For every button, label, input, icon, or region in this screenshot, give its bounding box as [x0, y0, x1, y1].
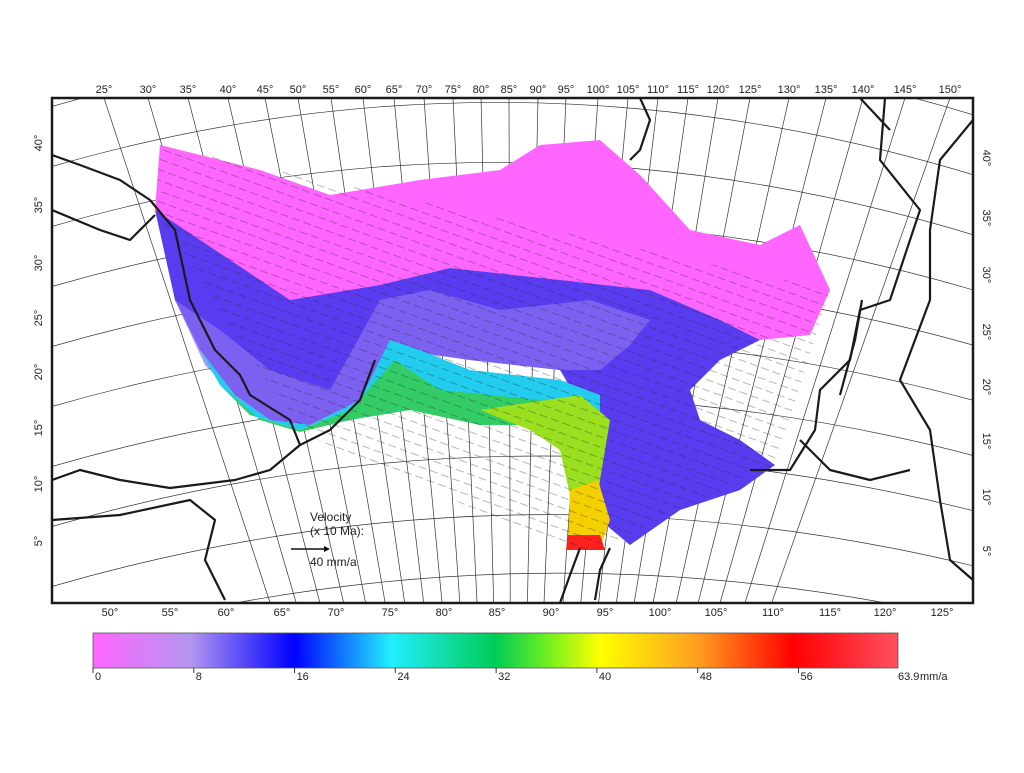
top-longitude-label: 120°: [707, 84, 730, 96]
bottom-longitude-label: 60°: [218, 607, 235, 619]
top-longitude-label: 40°: [220, 84, 237, 96]
colorbar-max-label: 63.9: [898, 671, 919, 683]
colorbar-tick-label: 48: [700, 671, 712, 683]
bottom-longitude-label: 90°: [543, 607, 560, 619]
bottom-longitude-label: 105°: [705, 607, 728, 619]
top-longitude-label: 65°: [386, 84, 403, 96]
top-longitude-label: 55°: [323, 84, 340, 96]
velocity-scale-label: 40 mm/a: [310, 555, 357, 569]
left-latitude-label: 25°: [33, 310, 45, 327]
right-latitude-label: 35°: [980, 210, 992, 227]
bottom-longitude-label: 85°: [489, 607, 506, 619]
top-longitude-label: 110°: [647, 84, 669, 96]
top-longitude-label: 70°: [416, 84, 433, 96]
colorbar: [92, 632, 899, 669]
colorbar-unit: mm/a: [920, 671, 948, 683]
left-latitude-label: 10°: [33, 476, 45, 493]
bottom-longitude-label: 125°: [931, 607, 954, 619]
left-latitude-label: 30°: [33, 255, 45, 272]
map-frame: [50, 96, 975, 605]
scale-arrow-head: [324, 546, 330, 552]
top-longitude-label: 80°: [473, 84, 490, 96]
top-longitude-label: 50°: [290, 84, 307, 96]
top-longitude-label: 75°: [445, 84, 462, 96]
top-longitude-label: 100°: [587, 84, 610, 96]
top-longitude-label: 90°: [530, 84, 547, 96]
bottom-longitude-label: 50°: [102, 607, 119, 619]
velocity-legend: Velocity (x 10 Ma): 40 mm/a: [291, 510, 364, 569]
bottom-longitude-label: 80°: [436, 607, 453, 619]
left-latitude-label: 35°: [33, 197, 45, 214]
top-longitude-label: 105°: [617, 84, 640, 96]
top-longitude-label: 60°: [355, 84, 372, 96]
top-longitude-label: 125°: [739, 84, 762, 96]
bottom-longitude-label: 100°: [649, 607, 672, 619]
labels: 25° 30° 35° 40° 45° 50° 55° 60° 65° 70° 75° 80° 85° 9…: [33, 84, 992, 683]
meridian-line: [771, 98, 951, 603]
velocity-field: [155, 140, 830, 550]
colorbar-tick-label: 40: [599, 671, 611, 683]
meridian-line: [744, 98, 906, 603]
right-latitude-label: 5°: [980, 546, 992, 557]
left-latitude-label: 20°: [33, 364, 45, 381]
colorbar-tick-label: 56: [800, 671, 812, 683]
bottom-longitude-label: 55°: [162, 607, 179, 619]
left-latitude-label: 5°: [33, 536, 45, 547]
top-longitude-label: 130°: [778, 84, 801, 96]
bottom-longitude-label: 95°: [597, 607, 614, 619]
top-longitude-label: 115°: [677, 84, 699, 96]
top-longitude-label: 45°: [257, 84, 274, 96]
velocity-title: Velocity: [310, 510, 351, 524]
colorbar-tick-label: 16: [297, 671, 309, 683]
top-longitude-label: 25°: [96, 84, 113, 96]
right-latitude-label: 25°: [980, 324, 992, 341]
left-latitude-label: 40°: [33, 135, 45, 152]
colorbar-tick-label: 0: [95, 671, 101, 683]
bottom-longitude-label: 70°: [328, 607, 345, 619]
top-longitude-label: 145°: [894, 84, 917, 96]
top-longitude-label: 85°: [501, 84, 518, 96]
colorbar-tick-label: 24: [397, 671, 409, 683]
colorbar-tick-label: 8: [196, 671, 202, 683]
top-longitude-label: 150°: [939, 84, 962, 96]
left-latitude-label: 15°: [33, 420, 45, 437]
right-latitude-label: 30°: [980, 267, 992, 284]
map-body: [52, 98, 973, 603]
top-longitude-label: 135°: [815, 84, 838, 96]
right-latitude-label: 15°: [980, 433, 992, 450]
top-longitude-label: 140°: [852, 84, 875, 96]
right-latitude-label: 40°: [980, 150, 992, 167]
bottom-longitude-label: 115°: [819, 607, 841, 619]
meridian-line: [103, 98, 271, 603]
right-latitude-label: 20°: [980, 379, 992, 396]
velocity-subtitle: (x 10 Ma):: [310, 524, 364, 538]
top-longitude-label: 35°: [180, 84, 197, 96]
colorbar-tick-label: 32: [498, 671, 510, 683]
top-longitude-label: 30°: [140, 84, 157, 96]
coastlines: [52, 98, 973, 603]
bottom-longitude-label: 65°: [274, 607, 291, 619]
bottom-longitude-label: 110°: [762, 607, 784, 619]
top-longitude-label: 95°: [558, 84, 575, 96]
bottom-longitude-label: 75°: [382, 607, 399, 619]
bottom-longitude-label: 120°: [874, 607, 897, 619]
right-latitude-label: 10°: [980, 489, 992, 506]
